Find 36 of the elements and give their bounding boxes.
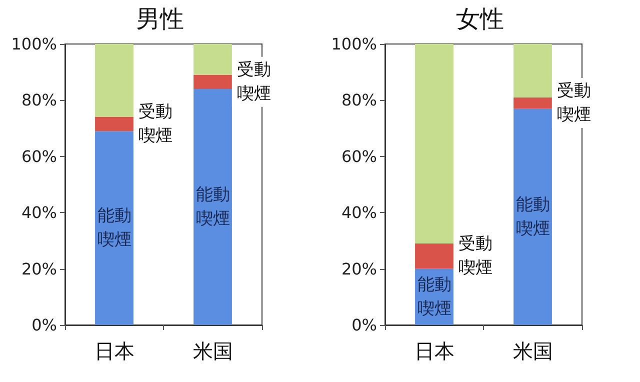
bar: [95, 117, 134, 132]
y-tick-label: 40%: [21, 203, 57, 222]
chart-title: 女性: [456, 5, 504, 33]
text: 受動喫煙: [556, 81, 591, 126]
y-tick-label: 60%: [341, 146, 377, 166]
y-tick-label: 100%: [331, 34, 377, 54]
text: 能動喫煙: [196, 184, 230, 229]
y-tick-label: 40%: [341, 203, 377, 222]
bar: [514, 44, 552, 98]
series-label: 受動喫煙: [458, 234, 492, 278]
chart-title: 男性: [136, 5, 184, 33]
text: 受動喫煙: [236, 60, 271, 104]
bar: [415, 244, 454, 269]
bar: [95, 131, 134, 325]
y-tick-label: 60%: [21, 146, 57, 166]
y-tick-label: 80%: [341, 90, 377, 110]
y-tick-label: 100%: [11, 34, 57, 54]
y-tick-label: 20%: [341, 259, 377, 278]
text: 能動喫煙: [516, 194, 550, 239]
x-tick-label: 日本: [414, 339, 454, 363]
bar: [194, 74, 232, 89]
series-label: 能動喫煙: [97, 206, 132, 250]
bar: [415, 44, 454, 244]
x-tick-label: 日本: [94, 339, 134, 363]
bar: [514, 97, 552, 109]
bar: [194, 88, 232, 325]
x-tick-label: 米国: [512, 339, 553, 363]
series-label: 受動喫煙: [138, 102, 172, 146]
x-tick-label: 米国: [192, 339, 233, 363]
y-tick-label: 0%: [32, 316, 57, 334]
bar: [514, 108, 552, 325]
y-tick-label: 0%: [352, 316, 377, 334]
y-tick-label: 80%: [21, 90, 57, 110]
bar: [95, 44, 134, 118]
series-label: 能動喫煙: [417, 274, 452, 319]
y-tick-label: 20%: [21, 259, 57, 278]
